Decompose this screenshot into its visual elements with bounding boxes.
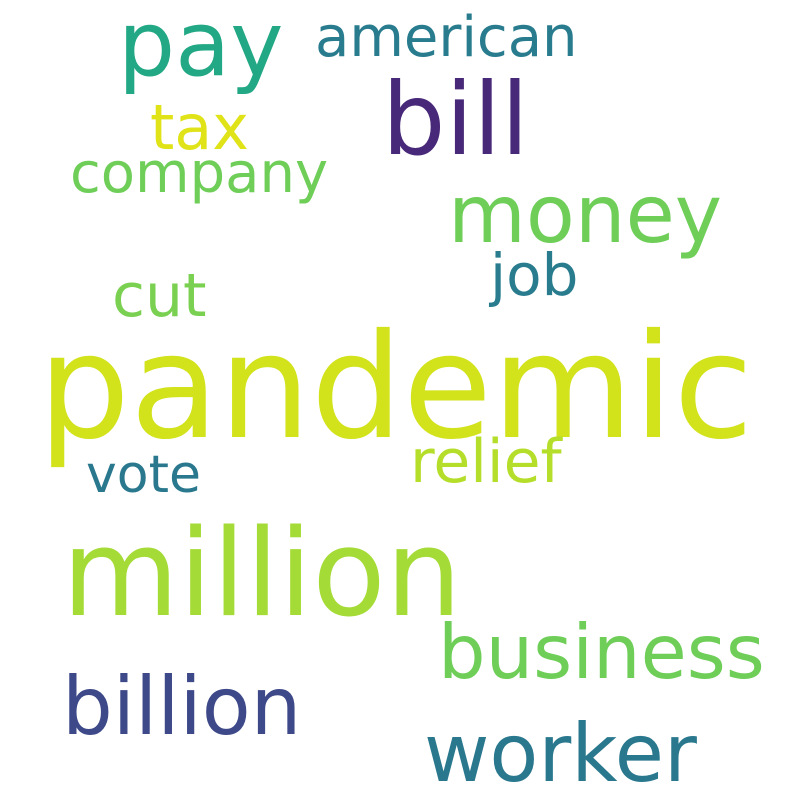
word-company: company xyxy=(70,141,329,206)
word-pay: pay xyxy=(118,0,284,97)
word-tax: tax xyxy=(150,91,249,164)
word-pandemic: pandemic xyxy=(38,303,754,472)
word-vote: vote xyxy=(86,445,201,505)
word-money: money xyxy=(448,168,723,261)
word-job: job xyxy=(490,241,579,309)
word-american: american xyxy=(315,5,578,70)
word-million: million xyxy=(62,505,462,644)
word-business: business xyxy=(438,608,765,696)
word-billion: billion xyxy=(62,660,302,753)
word-bill: bill xyxy=(382,61,529,178)
word-cut: cut xyxy=(112,261,207,331)
word-worker: worker xyxy=(424,707,697,800)
word-relief: relief xyxy=(410,427,562,497)
